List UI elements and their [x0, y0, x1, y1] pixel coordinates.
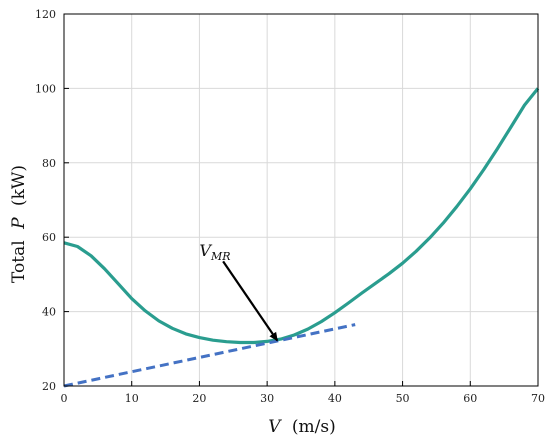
y-axis-label-prefix: Total [9, 240, 29, 283]
x-tick-label: 60 [463, 392, 477, 405]
plot-area [64, 14, 538, 386]
y-axis-label-var: P [9, 217, 29, 230]
x-tick-label: 0 [61, 392, 68, 405]
plot-frame [63, 13, 539, 387]
annotation-subscript: MR [210, 250, 231, 263]
y-tick-label: 80 [42, 157, 56, 170]
series-layer [63, 87, 540, 388]
tangent-line [63, 323, 356, 388]
x-axis-label: V (m/s) [268, 417, 336, 437]
annotation-base: V [199, 241, 212, 260]
x-tick-label: 20 [192, 392, 206, 405]
ticks: 0 10 20 30 40 50 60 70 20 40 60 80 100 120 [35, 8, 545, 405]
annotation-layer: VMR [199, 241, 279, 342]
y-axis-label: Total P (kW) [9, 165, 29, 283]
y-tick-label: 40 [42, 306, 56, 319]
y-tick-label: 100 [35, 82, 56, 95]
x-tick-label: 10 [125, 392, 139, 405]
annotation-label: VMR [199, 241, 230, 263]
x-tick-label: 40 [328, 392, 342, 405]
x-axis-label-unit: (m/s) [292, 417, 336, 437]
y-axis-label-unit: (kW) [9, 165, 29, 206]
y-tick-label: 120 [35, 8, 56, 21]
x-axis-label-var: V [268, 417, 282, 437]
x-tick-label: 50 [396, 392, 410, 405]
y-tick-label: 20 [42, 380, 56, 393]
annotation-arrow [222, 260, 279, 342]
power-curve [63, 87, 540, 345]
x-tick-label: 70 [531, 392, 545, 405]
y-tick-label: 60 [42, 231, 56, 244]
x-tick-label: 30 [260, 392, 274, 405]
